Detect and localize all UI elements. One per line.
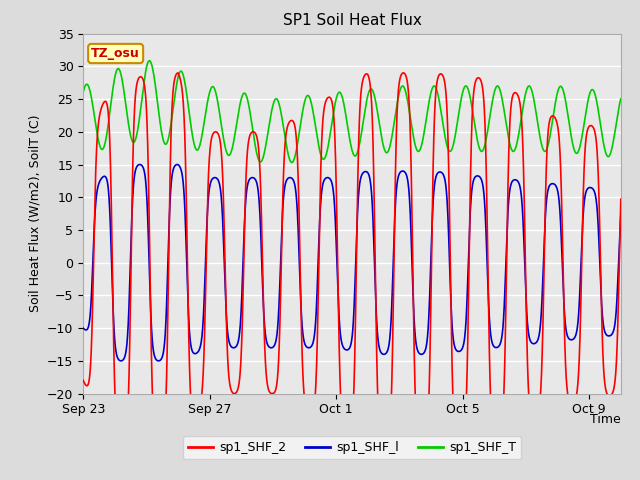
Y-axis label: Soil Heat Flux (W/m2), SoilT (C): Soil Heat Flux (W/m2), SoilT (C)	[29, 115, 42, 312]
sp1_SHF_l	[335, 311, 343, 316]
sp1_SHF_T	[146, 58, 154, 64]
sp1_SHF_2	[305, 413, 313, 419]
sp1_SHF_l	[117, 358, 125, 364]
sp1_SHF_l	[79, 325, 87, 331]
Title: SP1 Soil Heat Flux: SP1 Soil Heat Flux	[283, 13, 421, 28]
sp1_SHF_T	[335, 89, 343, 95]
sp1_SHF_T	[305, 94, 313, 100]
sp1_SHF_2	[574, 382, 582, 387]
Legend: sp1_SHF_2, sp1_SHF_l, sp1_SHF_T: sp1_SHF_2, sp1_SHF_l, sp1_SHF_T	[183, 436, 521, 459]
Line: sp1_SHF_T: sp1_SHF_T	[83, 61, 621, 163]
sp1_SHF_2	[470, 87, 478, 93]
sp1_SHF_T	[310, 112, 317, 118]
sp1_SHF_T	[617, 96, 625, 102]
Text: TZ_osu: TZ_osu	[92, 47, 140, 60]
sp1_SHF_T	[288, 160, 296, 166]
sp1_SHF_l	[601, 328, 609, 334]
sp1_SHF_2	[617, 196, 625, 202]
sp1_SHF_2	[419, 450, 426, 456]
Line: sp1_SHF_l: sp1_SHF_l	[83, 165, 621, 361]
sp1_SHF_T	[79, 89, 87, 95]
Line: sp1_SHF_2: sp1_SHF_2	[83, 73, 621, 453]
sp1_SHF_l	[310, 337, 317, 343]
sp1_SHF_2	[335, 317, 342, 323]
sp1_SHF_l	[305, 345, 313, 350]
sp1_SHF_2	[399, 70, 407, 76]
sp1_SHF_2	[601, 378, 609, 384]
sp1_SHF_l	[574, 321, 582, 327]
Text: Time: Time	[590, 413, 621, 426]
sp1_SHF_l	[470, 176, 478, 182]
sp1_SHF_l	[617, 213, 625, 219]
sp1_SHF_T	[601, 145, 609, 151]
sp1_SHF_l	[173, 162, 181, 168]
sp1_SHF_2	[310, 408, 317, 414]
sp1_SHF_2	[79, 377, 87, 383]
sp1_SHF_T	[574, 150, 582, 156]
sp1_SHF_T	[470, 118, 478, 123]
